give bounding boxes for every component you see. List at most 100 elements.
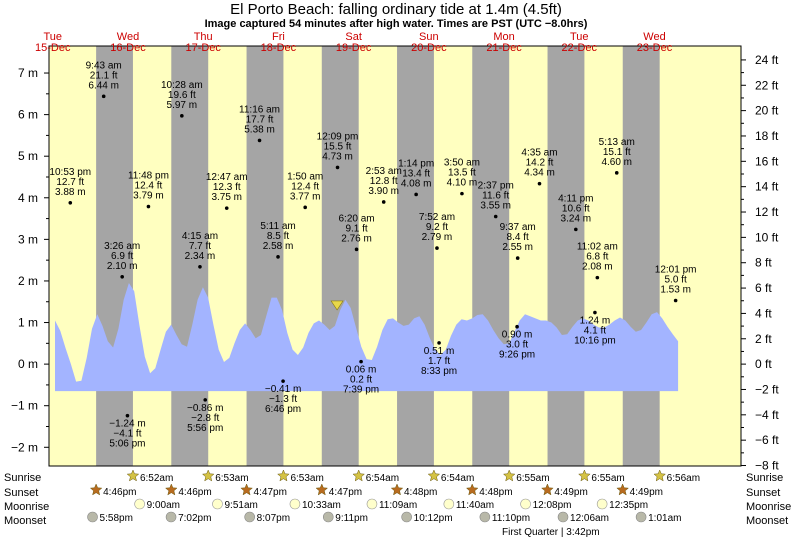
extreme-label: 2:37 pm bbox=[478, 180, 514, 191]
extreme-label: 11.6 ft bbox=[482, 190, 509, 201]
extreme-label: 13.5 ft bbox=[448, 168, 476, 179]
day-name-label: Tue bbox=[43, 31, 62, 43]
ft-tick-label: 0 ft bbox=[755, 357, 772, 371]
m-tick-label: 4 m bbox=[18, 191, 38, 205]
extreme-label: 1:14 pm bbox=[398, 158, 434, 169]
extreme-label: 9:37 am bbox=[500, 222, 536, 233]
extreme-point bbox=[68, 200, 73, 205]
extreme-label: 3.77 m bbox=[290, 191, 321, 202]
extreme-point bbox=[303, 205, 307, 210]
ft-tick-label: 2 ft bbox=[755, 332, 772, 346]
plot-frame bbox=[48, 45, 742, 467]
extreme-label: 12.3 ft bbox=[213, 182, 241, 193]
moonset-time: 8:07pm bbox=[257, 513, 290, 524]
sunset-time: 4:49pm bbox=[630, 487, 663, 498]
extreme-label: 9.2 ft bbox=[426, 222, 448, 233]
daylight-band bbox=[659, 46, 741, 466]
ft-tick-label: 8 ft bbox=[755, 256, 772, 270]
moonset-icon bbox=[165, 511, 177, 523]
extreme-point bbox=[595, 275, 600, 280]
extreme-label: 3.90 m bbox=[368, 186, 399, 197]
extreme-label: 2.08 m bbox=[582, 262, 613, 273]
sunset-row-label-left: Sunset bbox=[4, 487, 38, 499]
extreme-label: 2:53 am bbox=[366, 166, 402, 177]
extreme-label: 0.90 m bbox=[502, 330, 533, 341]
extreme-label: 3:50 am bbox=[444, 158, 480, 169]
sunset-icon bbox=[541, 483, 554, 496]
sunrise-time: 6:55am bbox=[516, 473, 549, 484]
moonset-row-label-right: Moonset bbox=[746, 515, 788, 527]
extreme-point bbox=[180, 114, 184, 118]
chart-background bbox=[49, 46, 741, 466]
extreme-point bbox=[593, 310, 597, 315]
moonrise-icon bbox=[289, 498, 301, 510]
extreme-label: 3.0 ft bbox=[506, 340, 528, 351]
sunrise-icon bbox=[427, 469, 441, 482]
moonset-time: 5:58pm bbox=[100, 513, 133, 524]
extreme-label: 8.4 ft bbox=[507, 232, 529, 243]
extreme-point bbox=[276, 255, 280, 259]
m-tick-label: 2 m bbox=[18, 274, 38, 288]
extreme-label: 5:11 am bbox=[260, 221, 295, 232]
sunset-icon bbox=[465, 483, 479, 496]
extreme-label: 12.4 ft bbox=[135, 181, 163, 192]
extreme-label: 12.4 ft bbox=[291, 181, 319, 192]
extreme-label: 1.53 m bbox=[660, 284, 691, 295]
extreme-label: 15.1 ft bbox=[603, 147, 631, 158]
ft-tick-label: 10 ft bbox=[755, 230, 779, 244]
extreme-point bbox=[614, 171, 619, 175]
day-name-label: Wed bbox=[643, 31, 665, 43]
m-tick-label: −1 m bbox=[11, 399, 38, 413]
m-tick-label: 5 m bbox=[18, 149, 38, 163]
day-name-label: Mon bbox=[493, 31, 514, 43]
extreme-label: 2.58 m bbox=[263, 241, 294, 252]
moonrise-icon bbox=[520, 498, 531, 510]
ft-tick-label: −2 ft bbox=[755, 382, 779, 396]
moonset-icon bbox=[401, 511, 412, 523]
daylight-band bbox=[509, 46, 548, 466]
m-tick-label: −2 m bbox=[11, 440, 38, 454]
moonset-time: 12:06am bbox=[570, 513, 609, 524]
daylight-band bbox=[132, 46, 172, 466]
tide-area bbox=[55, 283, 679, 392]
extreme-point bbox=[515, 324, 519, 329]
extreme-label: 7:52 am bbox=[419, 212, 455, 223]
extreme-label: 2.10 m bbox=[107, 261, 138, 272]
sunrise-icon bbox=[277, 469, 290, 482]
extreme-label: 14.2 ft bbox=[526, 158, 554, 169]
sunrise-time: 6:54am bbox=[441, 473, 474, 484]
extreme-label: 6.44 m bbox=[88, 80, 119, 91]
extreme-label: 7:39 pm bbox=[343, 385, 379, 396]
ft-tick-label: 24 ft bbox=[755, 53, 779, 67]
ft-tick-label: 12 ft bbox=[755, 205, 779, 219]
extreme-label: 0.06 m bbox=[346, 365, 377, 376]
extreme-label: 6:46 pm bbox=[265, 404, 301, 415]
extreme-label: 1:50 am bbox=[287, 171, 323, 182]
day-date-label: 21-Dec bbox=[486, 42, 522, 54]
sunrise-time: 6:53am bbox=[290, 473, 323, 484]
extreme-label: 9:26 pm bbox=[499, 350, 535, 361]
moonrise-time: 12:35pm bbox=[609, 500, 648, 511]
extreme-point bbox=[335, 165, 340, 170]
extreme-label: 8.5 ft bbox=[267, 231, 289, 242]
extreme-label: 12:47 am bbox=[206, 172, 248, 183]
extreme-label: 6.8 ft bbox=[586, 252, 608, 263]
extreme-label: 11:48 pm bbox=[128, 171, 169, 182]
moonrise-icon bbox=[212, 498, 223, 510]
extreme-point bbox=[574, 227, 578, 232]
day-name-label: Tue bbox=[570, 31, 589, 43]
extreme-label: 4.1 ft bbox=[584, 326, 606, 337]
extreme-label: 2.34 m bbox=[185, 251, 216, 262]
plot-border bbox=[48, 45, 742, 467]
day-name-label: Fri bbox=[272, 31, 285, 43]
sunrise-time: 6:52am bbox=[140, 473, 173, 484]
extreme-label: 4.34 m bbox=[524, 168, 555, 179]
sunrise-row-label-left: Sunrise bbox=[4, 472, 41, 484]
daylight-band bbox=[433, 46, 473, 466]
extreme-label: 17.7 ft bbox=[246, 114, 274, 125]
m-tick-label: 3 m bbox=[18, 232, 38, 246]
day-date-label: 23-Dec bbox=[637, 42, 673, 54]
ft-tick-label: −6 ft bbox=[755, 433, 779, 447]
extreme-point bbox=[354, 247, 359, 252]
extreme-label: 1.7 ft bbox=[428, 356, 450, 367]
